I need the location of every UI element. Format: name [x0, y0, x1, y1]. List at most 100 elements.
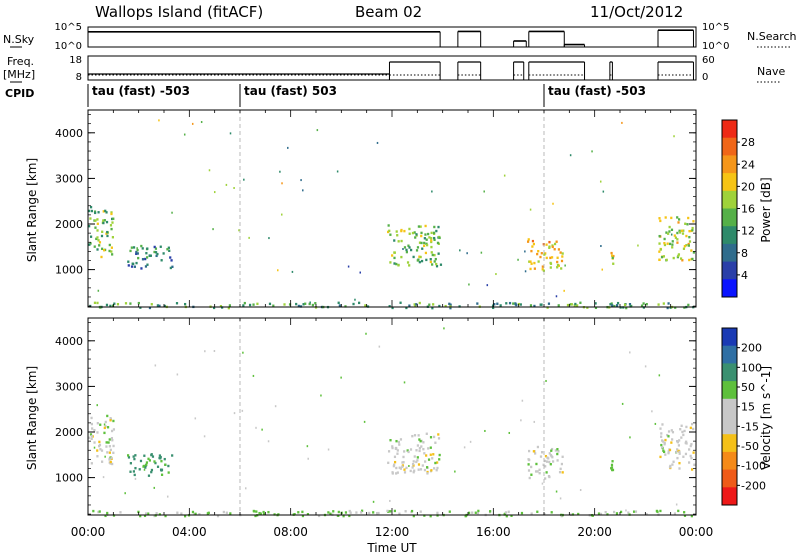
- echo-cell: [689, 454, 692, 458]
- noise-cell: [555, 295, 558, 298]
- noise-cell: [136, 247, 138, 250]
- echo-cell: [676, 231, 679, 235]
- echo-cell: [153, 250, 156, 254]
- echo-cell: [256, 302, 259, 306]
- echo-cell: [99, 448, 102, 451]
- noise-cell: [320, 394, 322, 397]
- station-title: Wallops Island (fitACF): [95, 3, 263, 21]
- echo-cell: [184, 514, 187, 518]
- echo-cell: [655, 509, 658, 513]
- echo-cell: [493, 303, 496, 306]
- echo-cell: [671, 463, 674, 466]
- echo-cell: [669, 464, 672, 468]
- echo-cell: [545, 243, 548, 246]
- echo-cell: [132, 470, 135, 473]
- echo-cell: [625, 306, 628, 310]
- noise-cell: [340, 376, 342, 379]
- colorbar-swatch: [722, 137, 737, 156]
- echo-cell: [566, 303, 570, 307]
- echo-cell: [692, 251, 695, 254]
- echo-cell: [687, 242, 690, 246]
- echo-cell: [388, 305, 391, 308]
- echo-cell: [414, 304, 417, 308]
- echo-cell: [657, 303, 660, 306]
- echo-cell: [539, 455, 543, 458]
- echo-cell: [560, 462, 563, 466]
- y-tick-label: 2000: [55, 218, 83, 231]
- echo-cell: [429, 258, 432, 261]
- echo-cell: [389, 233, 392, 236]
- noise-cell: [252, 374, 255, 377]
- echo-cell: [577, 512, 580, 516]
- echo-cell: [610, 254, 614, 257]
- noise-cell: [277, 269, 279, 272]
- echo-cell: [529, 267, 532, 271]
- echo-cell: [550, 447, 554, 451]
- echo-cell: [95, 237, 98, 241]
- echo-cell: [416, 456, 419, 459]
- echo-cell: [150, 453, 153, 457]
- echo-cell: [556, 448, 559, 451]
- noise-cell: [579, 489, 582, 492]
- noise-cell: [212, 228, 214, 231]
- echo-cell: [93, 301, 97, 305]
- echo-cell: [424, 251, 428, 255]
- echo-cell: [399, 467, 403, 470]
- echo-cell: [418, 438, 421, 441]
- noise-cell: [469, 440, 472, 443]
- echo-cell: [252, 303, 255, 306]
- echo-cell: [396, 471, 399, 474]
- echo-cell: [492, 306, 495, 310]
- colorbar-swatch: [722, 155, 737, 174]
- echo-cell: [105, 445, 108, 448]
- echo-cell: [678, 439, 681, 442]
- echo-cell: [550, 256, 554, 259]
- time-tick-label: 00:00: [679, 525, 714, 539]
- echo-cell: [297, 304, 300, 308]
- echo-cell: [100, 449, 104, 452]
- echo-cell: [337, 510, 340, 514]
- echo-cell: [685, 234, 688, 238]
- echo-cell: [93, 441, 96, 444]
- echo-cell: [154, 251, 158, 254]
- echo-cell: [676, 216, 679, 219]
- echo-cell: [662, 449, 665, 452]
- echo-cell: [372, 511, 375, 514]
- echo-cell: [153, 245, 156, 249]
- echo-cell: [393, 460, 397, 464]
- echo-cell: [432, 303, 435, 306]
- echo-cell: [393, 455, 397, 459]
- echo-cell: [145, 463, 148, 466]
- echo-cell: [413, 303, 416, 306]
- power-ylabel: Slant Range [km]: [25, 158, 39, 262]
- echo-cell: [348, 514, 351, 518]
- colorbar-tick-label: 4: [741, 269, 748, 282]
- echo-cell: [90, 209, 93, 213]
- echo-cell: [645, 513, 648, 516]
- echo-cell: [348, 509, 351, 513]
- echo-cell: [532, 450, 535, 453]
- echo-cell: [663, 441, 666, 445]
- echo-cell: [108, 458, 111, 461]
- echo-cell: [615, 512, 619, 515]
- echo-cell: [467, 511, 471, 515]
- echo-cell: [405, 248, 408, 252]
- echo-cell: [388, 229, 391, 233]
- echo-cell: [682, 247, 686, 250]
- echo-cell: [207, 511, 210, 515]
- echo-cell: [682, 229, 685, 232]
- echo-cell: [435, 468, 438, 472]
- noise-cell: [484, 429, 486, 432]
- echo-cell: [360, 511, 363, 514]
- echo-cell: [433, 238, 436, 242]
- cpid-label: CPID: [5, 87, 34, 100]
- echo-cell: [573, 304, 576, 307]
- echo-cell: [127, 260, 130, 263]
- echo-cell: [198, 513, 201, 516]
- y-tick-label: 1000: [55, 264, 83, 277]
- echo-cell: [503, 512, 507, 516]
- echo-cell: [96, 449, 99, 452]
- echo-cell: [659, 248, 663, 251]
- echo-cell: [420, 241, 423, 245]
